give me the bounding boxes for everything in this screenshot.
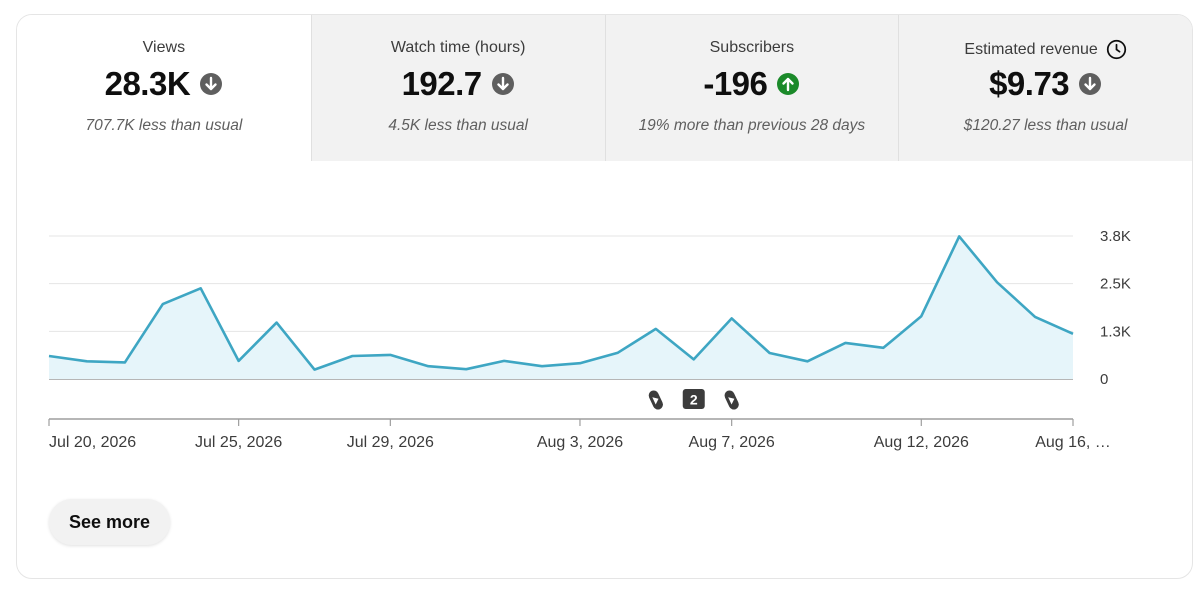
tab-label: Subscribers: [709, 39, 795, 56]
y-tick-label: 0: [1100, 371, 1108, 388]
tab-watch-time[interactable]: Watch time (hours) 192.7 4.5K less than …: [310, 15, 605, 161]
x-tick-label: Aug 7, 2026: [689, 434, 775, 451]
metric-value: $9.73: [989, 65, 1070, 102]
metric-value: 192.7: [401, 65, 483, 102]
marker-count-label: 2: [690, 392, 698, 408]
shorts-icon-play: [728, 397, 735, 405]
shorts-icon-play: [652, 397, 659, 405]
see-more-button[interactable]: See more: [49, 499, 171, 545]
metric-value: -196: [703, 65, 768, 102]
marker-count-badge: [682, 389, 705, 409]
metric-comparison: 707.7K less than usual: [85, 117, 243, 134]
tab-views[interactable]: Views 28.3K 707.7K less than usual: [17, 15, 311, 161]
y-tick-label: 3.8K: [1100, 228, 1131, 245]
tab-label: Watch time (hours): [390, 39, 526, 56]
tab-subscribers[interactable]: Subscribers -196 19% more than previous …: [604, 15, 899, 161]
metric-comparison: 19% more than previous 28 days: [638, 117, 866, 134]
tab-estimated-revenue[interactable]: Estimated revenue $9.73 $120.27 less tha…: [898, 15, 1192, 161]
x-tick-label: Jul 25, 2026: [195, 434, 282, 451]
shorts-icon: [648, 390, 663, 410]
shorts-icon: [724, 390, 739, 410]
metric-comparison: 4.5K less than usual: [388, 117, 528, 134]
analytics-card: Views 28.3K 707.7K less than usual Watch…: [16, 14, 1193, 579]
x-tick-label: Aug 12, 2026: [874, 434, 969, 451]
metric-tabs: Views 28.3K 707.7K less than usual Watch…: [17, 15, 1192, 161]
arrow-up-icon: [777, 73, 800, 95]
metric-comparison: $120.27 less than usual: [963, 117, 1128, 134]
x-tick-label: Aug 16, …: [1035, 434, 1111, 451]
x-tick-label: Aug 3, 2026: [537, 434, 623, 451]
views-area: [49, 236, 1073, 379]
x-tick-label: Jul 29, 2026: [347, 434, 434, 451]
views-chart: 0 1.3K 2.5K 3.8K Jul 20, 2026 Jul 25, 2026 Jul…: [48, 228, 1131, 451]
tab-label: Views: [142, 39, 186, 56]
views-line: [48, 235, 1074, 371]
arrow-down-icon: [491, 73, 514, 95]
arrow-down-icon: [1079, 73, 1102, 95]
metric-value: 28.3K: [104, 65, 191, 102]
y-tick-label: 1.3K: [1100, 323, 1131, 340]
y-tick-label: 2.5K: [1100, 276, 1131, 293]
x-tick-label: Jul 20, 2026: [49, 434, 136, 451]
arrow-down-icon: [200, 73, 223, 95]
tab-label: Estimated revenue: [964, 40, 1098, 58]
clock-icon[interactable]: [1106, 39, 1127, 60]
